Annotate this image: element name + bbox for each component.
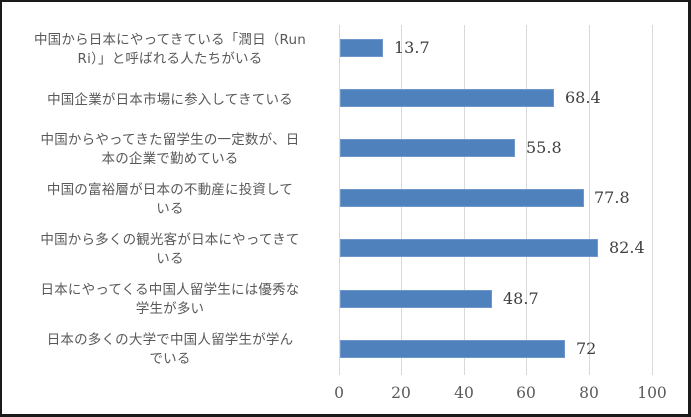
bar-1 [340,89,555,107]
category-label-3: 中国の富裕層が日本の不動産に投資して いる [8,181,332,219]
category-label-line: 本の企業で勤めている [101,151,239,167]
data-label-2: 55.8 [526,138,562,157]
category-label-6: 日本の多くの大学で中国人留学生が学ん でいる [8,331,332,369]
category-label-line: 日本の多くの大学で中国人留学生が学ん [46,332,294,348]
category-label-line: 中国企業が日本市場に参入してきている [47,92,293,108]
bar-6 [340,340,566,358]
category-label-line: いる [156,201,184,217]
bar-5 [340,290,493,308]
category-label-line: 学生が多い [135,301,205,317]
category-label-line: 中国から日本にやってきている「潤日（Run [33,32,306,48]
category-label-line: Ri）」と呼ばれる人たちがいる [77,51,263,67]
bar-0 [340,39,383,57]
category-label-line: いる [156,251,184,267]
category-label-line: 日本にやってくる中国人留学生には優秀な [40,282,300,298]
x-tick-60: 60 [516,384,536,402]
bar-2 [340,139,515,157]
category-label-5: 日本にやってくる中国人留学生には優秀な 学生が多い [8,281,332,319]
data-label-5: 48.7 [503,289,539,308]
data-label-0: 13.7 [394,38,430,57]
data-label-1: 68.4 [565,88,601,107]
x-tick-40: 40 [454,384,474,402]
category-label-4: 中国から多くの観光客が日本にやってきて いる [8,231,332,269]
bar-3 [340,189,584,207]
gridline-80 [589,25,590,375]
category-label-line: 中国の富裕層が日本の不動産に投資して [46,182,294,198]
data-label-3: 77.8 [594,188,630,207]
x-tick-80: 80 [579,384,599,402]
gridline-100 [652,25,653,375]
x-tick-100: 100 [637,384,667,402]
x-tick-0: 0 [334,384,344,402]
y-axis-line [339,25,340,375]
category-label-line: 中国からやってきた留学生の一定数が、日 [40,132,300,148]
category-label-line: 中国から多くの観光客が日本にやってきて [40,232,300,248]
category-label-0: 中国から日本にやってきている「潤日（Run Ri）」と呼ばれる人たちがいる [8,31,332,69]
category-label-line: でいる [149,351,191,367]
x-tick-20: 20 [391,384,411,402]
category-label-2: 中国からやってきた留学生の一定数が、日 本の企業で勤めている [8,131,332,169]
category-label-1: 中国企業が日本市場に参入してきている [8,91,332,110]
data-label-6: 72 [576,339,597,358]
data-label-4: 82.4 [609,238,645,257]
bar-4 [340,239,598,257]
